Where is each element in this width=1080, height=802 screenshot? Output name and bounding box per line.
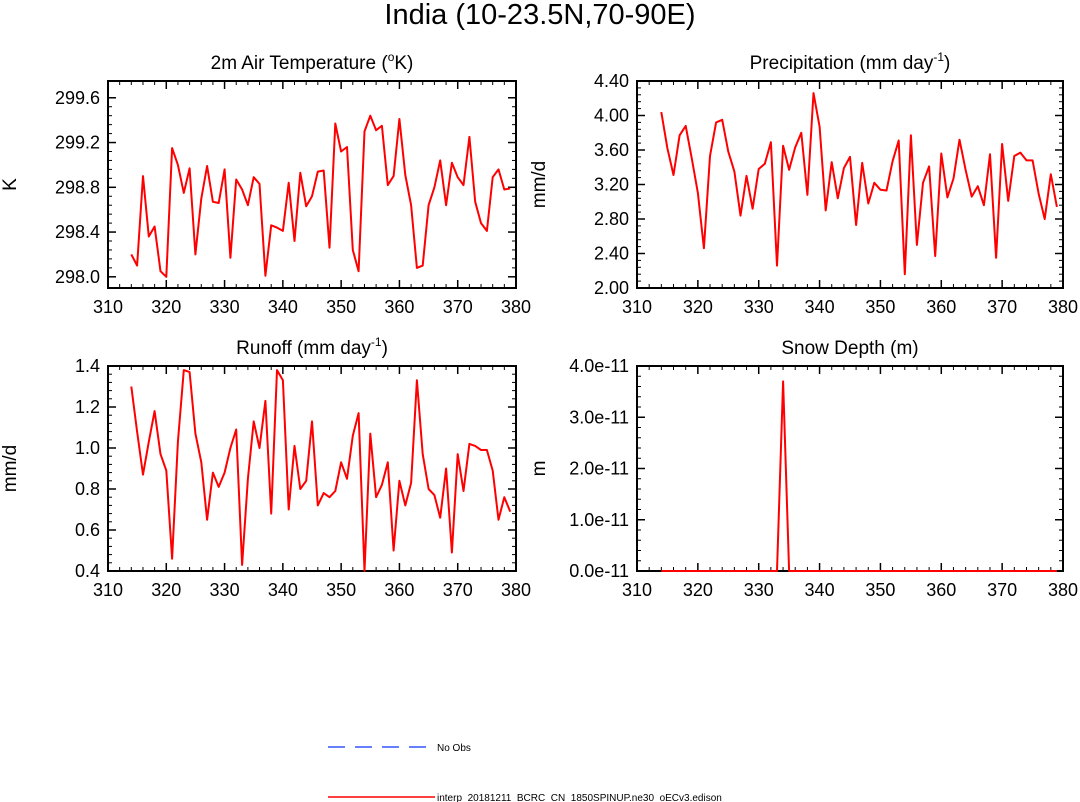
y-tick-label: 299.6 bbox=[55, 88, 100, 108]
x-tick-label: 370 bbox=[987, 297, 1017, 317]
chart-panel-2: Precipitation (mm day-1) mm/d 310 320 330 340… bbox=[529, 50, 1078, 317]
x-tick-label: 360 bbox=[926, 580, 956, 600]
y-tick-label: 2.40 bbox=[594, 244, 629, 264]
y-tick-label: 4.40 bbox=[594, 71, 629, 91]
x-tick-label: 340 bbox=[268, 297, 298, 317]
y-tick-label: 1.4 bbox=[75, 356, 100, 376]
y-tick-label: 3.60 bbox=[594, 140, 629, 160]
y-tick-label: 298.8 bbox=[55, 177, 100, 197]
plot-frame bbox=[107, 80, 517, 289]
chart-title-tail: ) bbox=[944, 53, 950, 74]
legend-label-1: No Obs bbox=[437, 743, 471, 754]
chart-title-text: Snow Depth (m) bbox=[781, 338, 918, 359]
y-tick-label: 1.0 bbox=[75, 438, 100, 458]
plot-frame bbox=[636, 365, 1064, 572]
series-line bbox=[661, 380, 1057, 572]
x-tick-label: 380 bbox=[501, 580, 531, 600]
x-tick-label: 310 bbox=[93, 580, 123, 600]
y-axis-label: m bbox=[529, 461, 550, 477]
panels: 2m Air Temperature (oK) K 310 320 330 340 350 3… bbox=[0, 50, 1078, 600]
chart-title-superscript: -1 bbox=[371, 335, 382, 349]
x-tick-label: 340 bbox=[805, 580, 835, 600]
y-tick-label: 0.8 bbox=[75, 479, 100, 499]
x-tick-label: 310 bbox=[622, 297, 652, 317]
x-tick-label: 330 bbox=[744, 580, 774, 600]
y-tick-label: 298.4 bbox=[55, 222, 100, 242]
x-tick-label: 380 bbox=[1048, 297, 1078, 317]
x-tick-label: 350 bbox=[865, 297, 895, 317]
x-tick-label: 360 bbox=[384, 297, 414, 317]
chart-title-superscript: -1 bbox=[933, 50, 944, 64]
y-tick-label: 4.0e-11 bbox=[569, 356, 629, 376]
x-tick-label: 340 bbox=[805, 297, 835, 317]
x-tick-label: 310 bbox=[622, 580, 652, 600]
chart-title-tail: ) bbox=[382, 338, 388, 359]
x-tick-label: 320 bbox=[683, 580, 713, 600]
legend-label-2: interp_20181211_BCRC_CN_1850SPINUP.ne30_… bbox=[437, 793, 722, 802]
x-tick-label: 340 bbox=[268, 580, 298, 600]
chart-title: 2m Air Temperature (oK) bbox=[211, 50, 414, 74]
x-tick-label: 320 bbox=[683, 297, 713, 317]
y-tick-label: 0.4 bbox=[75, 561, 100, 581]
x-tick-label: 360 bbox=[926, 297, 956, 317]
x-tick-label: 370 bbox=[443, 297, 473, 317]
plot-frame bbox=[107, 365, 517, 572]
series-line bbox=[660, 92, 1058, 276]
x-tick-label: 370 bbox=[443, 580, 473, 600]
chart-title-text: 2m Air Temperature ( bbox=[211, 53, 389, 74]
chart-title: Precipitation (mm day-1) bbox=[750, 50, 951, 74]
chart-panel-3: Runoff (mm day-1) mm/d 310 320 330 340 350 360 3… bbox=[0, 335, 531, 600]
y-tick-label: 2.80 bbox=[594, 209, 629, 229]
y-tick-label: 0.6 bbox=[75, 520, 100, 540]
chart-panel-1: 2m Air Temperature (oK) K 310 320 330 340 350 3… bbox=[0, 50, 531, 317]
x-tick-label: 350 bbox=[326, 297, 356, 317]
x-tick-label: 330 bbox=[210, 580, 240, 600]
series-line bbox=[130, 369, 512, 572]
y-tick-label: 1.2 bbox=[75, 397, 100, 417]
y-tick-label: 298.0 bbox=[55, 267, 100, 287]
x-tick-label: 380 bbox=[1048, 580, 1078, 600]
page-title: India (10-23.5N,70-90E) bbox=[384, 0, 695, 31]
x-tick-label: 310 bbox=[93, 297, 123, 317]
series-line bbox=[130, 114, 511, 278]
x-tick-label: 330 bbox=[744, 297, 774, 317]
chart-panel-4: Snow Depth (m) m 310 320 330 340 350 360 370 380 0… bbox=[529, 338, 1078, 600]
y-tick-label: 4.00 bbox=[594, 106, 629, 126]
y-axis-label: mm/d bbox=[0, 445, 21, 493]
x-tick-label: 360 bbox=[384, 580, 414, 600]
chart-title-tail: K) bbox=[394, 53, 413, 74]
y-tick-label: 299.2 bbox=[55, 133, 100, 153]
chart-title-text: Precipitation (mm day bbox=[750, 53, 934, 74]
y-axis-label: K bbox=[0, 178, 21, 191]
chart-title: Snow Depth (m) bbox=[781, 338, 918, 359]
y-tick-label: 1.0e-11 bbox=[569, 510, 629, 530]
y-tick-label: 2.0e-11 bbox=[569, 459, 629, 479]
x-tick-label: 320 bbox=[151, 580, 181, 600]
x-tick-label: 330 bbox=[210, 297, 240, 317]
x-tick-label: 380 bbox=[501, 297, 531, 317]
x-tick-label: 320 bbox=[151, 297, 181, 317]
x-tick-label: 350 bbox=[865, 580, 895, 600]
y-tick-label: 3.20 bbox=[594, 175, 629, 195]
x-tick-label: 370 bbox=[987, 580, 1017, 600]
chart-title: Runoff (mm day-1) bbox=[236, 335, 388, 359]
chart-title-superscript: o bbox=[388, 50, 395, 64]
y-axis-label: mm/d bbox=[529, 161, 550, 209]
x-tick-label: 350 bbox=[326, 580, 356, 600]
chart-title-text: Runoff (mm day bbox=[236, 338, 371, 359]
y-tick-label: 3.0e-11 bbox=[569, 407, 629, 427]
legend: No Obs interp_20181211_BCRC_CN_1850SPINUP… bbox=[328, 743, 722, 802]
y-tick-label: 0.0e-11 bbox=[569, 561, 629, 581]
y-tick-label: 2.00 bbox=[594, 278, 629, 298]
